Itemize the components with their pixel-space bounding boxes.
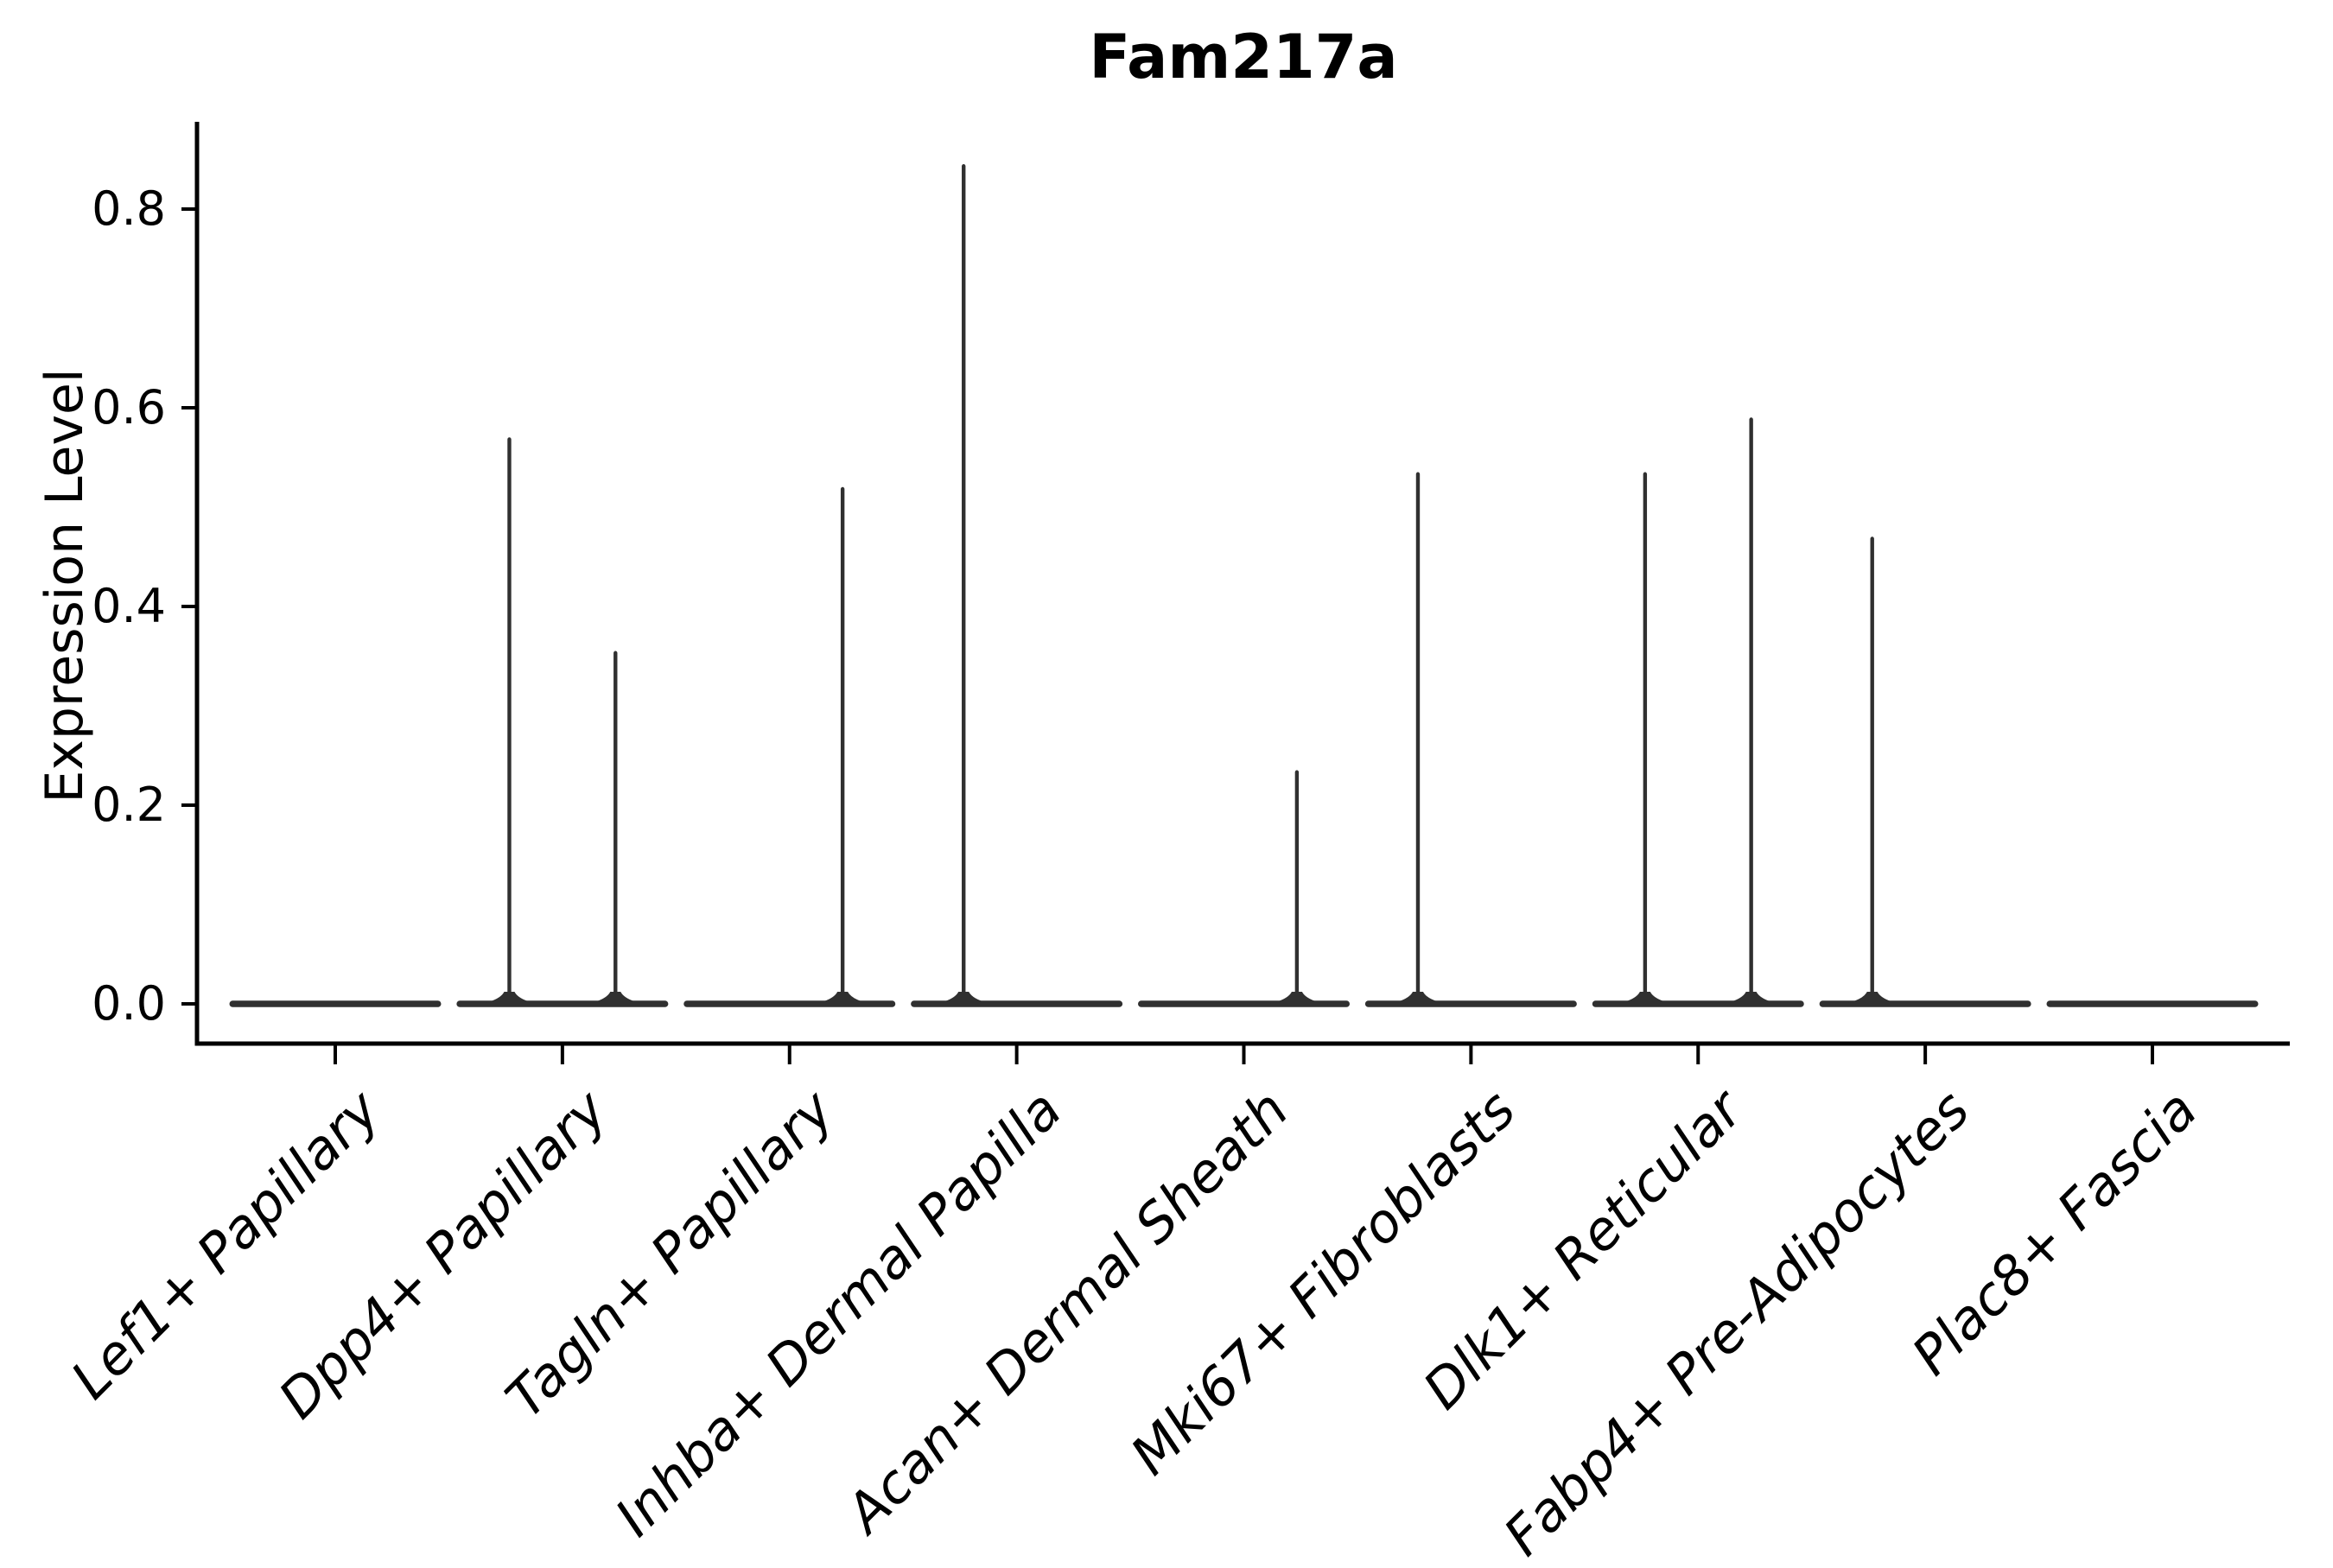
- plot-title: Fam217a: [1089, 22, 1398, 92]
- y-tick-label: 0.6: [92, 380, 166, 435]
- violin-body: [2046, 1000, 2259, 1007]
- y-tick-label: 0.2: [92, 778, 166, 832]
- y-tick-label: 0.8: [92, 181, 166, 236]
- y-tick-label: 0.4: [92, 579, 166, 633]
- y-tick-label: 0.0: [92, 976, 166, 1031]
- violin-body: [229, 1000, 442, 1007]
